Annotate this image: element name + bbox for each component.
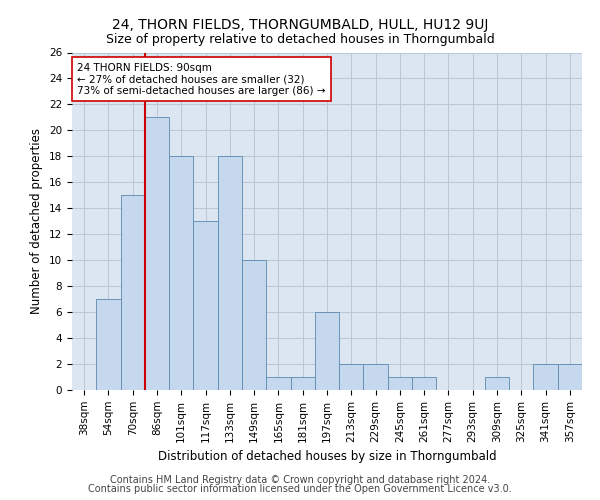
Bar	[242, 260, 266, 390]
Bar	[558, 364, 582, 390]
Bar	[315, 312, 339, 390]
Text: Contains HM Land Registry data © Crown copyright and database right 2024.: Contains HM Land Registry data © Crown c…	[110, 475, 490, 485]
Bar	[169, 156, 193, 390]
Bar	[121, 196, 145, 390]
X-axis label: Distribution of detached houses by size in Thorngumbald: Distribution of detached houses by size …	[158, 450, 496, 463]
Y-axis label: Number of detached properties: Number of detached properties	[31, 128, 43, 314]
Bar	[290, 377, 315, 390]
Bar	[485, 377, 509, 390]
Text: 24 THORN FIELDS: 90sqm
← 27% of detached houses are smaller (32)
73% of semi-det: 24 THORN FIELDS: 90sqm ← 27% of detached…	[77, 62, 326, 96]
Bar	[364, 364, 388, 390]
Text: Contains public sector information licensed under the Open Government Licence v3: Contains public sector information licen…	[88, 484, 512, 494]
Bar	[266, 377, 290, 390]
Bar	[145, 118, 169, 390]
Text: Size of property relative to detached houses in Thorngumbald: Size of property relative to detached ho…	[106, 32, 494, 46]
Bar	[339, 364, 364, 390]
Bar	[388, 377, 412, 390]
Text: 24, THORN FIELDS, THORNGUMBALD, HULL, HU12 9UJ: 24, THORN FIELDS, THORNGUMBALD, HULL, HU…	[112, 18, 488, 32]
Bar	[533, 364, 558, 390]
Bar	[193, 221, 218, 390]
Bar	[412, 377, 436, 390]
Bar	[96, 299, 121, 390]
Bar	[218, 156, 242, 390]
